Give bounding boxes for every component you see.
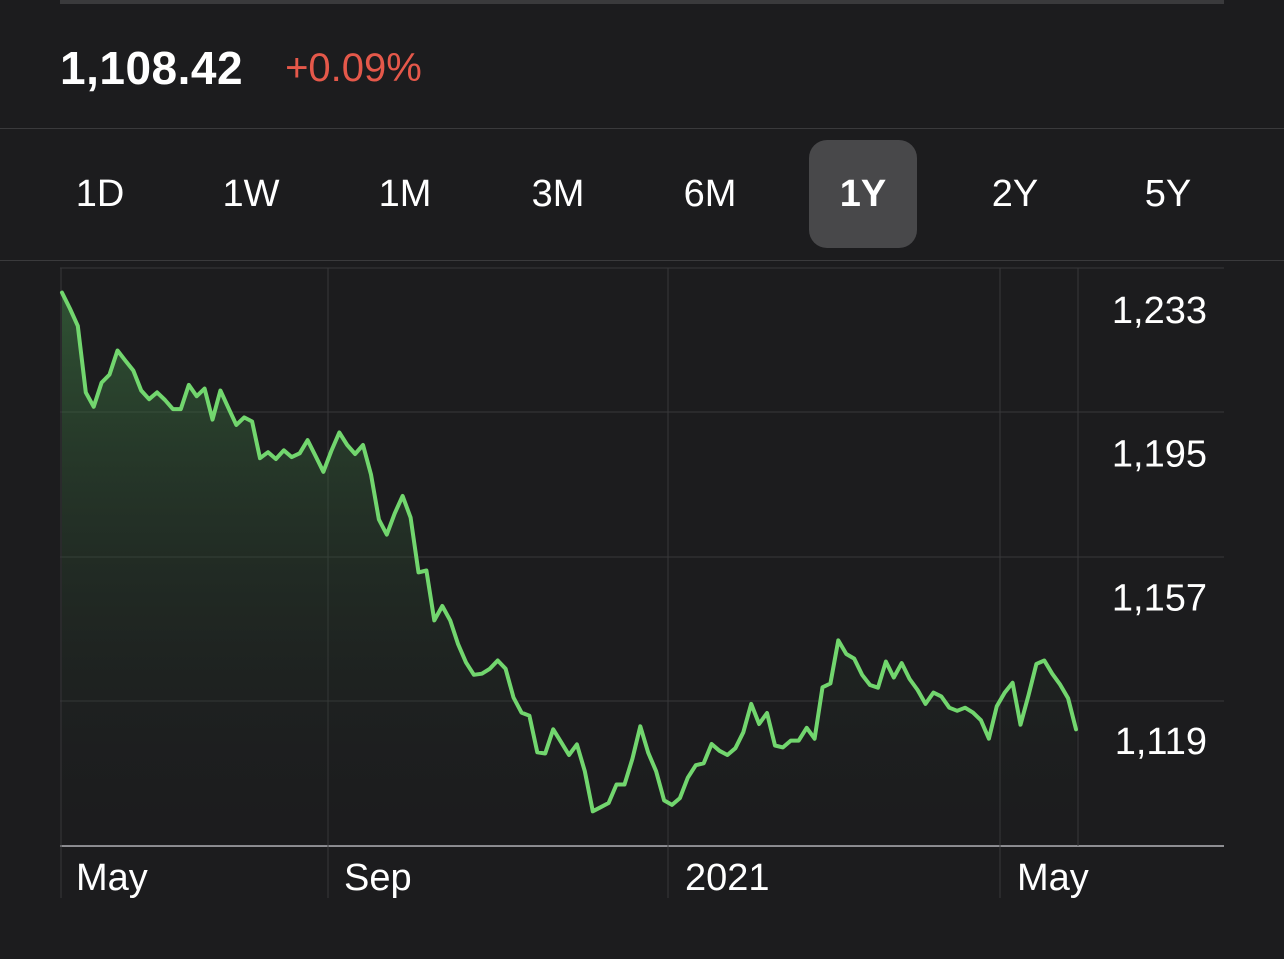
y-tick-label: 1,195 bbox=[1112, 434, 1207, 476]
x-tick-label: Sep bbox=[344, 857, 412, 899]
range-2y[interactable]: 2Y bbox=[991, 172, 1039, 215]
y-tick-label: 1,233 bbox=[1112, 290, 1207, 332]
range-6m[interactable]: 6M bbox=[683, 172, 737, 215]
selector-divider bbox=[0, 260, 1284, 261]
range-1w[interactable]: 1W bbox=[222, 172, 280, 215]
current-price: 1,108.42 bbox=[60, 42, 244, 94]
range-3m[interactable]: 3M bbox=[531, 172, 585, 215]
time-range-selector: 1D 1W 1M 3M 6M 1Y 2Y 5Y bbox=[22, 140, 1262, 248]
range-5y[interactable]: 5Y bbox=[1144, 172, 1192, 215]
price-chart: 1,233 1,195 1,157 1,119 May Sep 2021 May bbox=[60, 267, 1224, 899]
range-1y[interactable]: 1Y bbox=[809, 140, 917, 248]
range-1d[interactable]: 1D bbox=[75, 172, 125, 215]
price-line bbox=[60, 290, 1078, 814]
x-tick-label: 2021 bbox=[685, 857, 770, 899]
header-divider bbox=[0, 128, 1284, 129]
range-1m[interactable]: 1M bbox=[378, 172, 432, 215]
quote-header: 1,108.42 +0.09% bbox=[60, 38, 422, 98]
x-tick-label: May bbox=[1017, 857, 1089, 899]
percent-change: +0.09% bbox=[285, 45, 422, 90]
y-tick-label: 1,119 bbox=[1115, 721, 1207, 763]
x-tick-label: May bbox=[76, 857, 148, 899]
price-area-fill bbox=[62, 292, 1076, 847]
y-tick-label: 1,157 bbox=[1112, 577, 1207, 619]
top-divider bbox=[60, 0, 1224, 4]
